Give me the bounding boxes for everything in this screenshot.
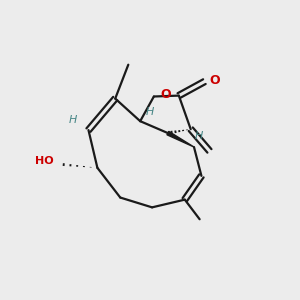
Text: H: H <box>195 131 203 141</box>
Text: O: O <box>209 74 220 87</box>
Text: H: H <box>146 107 154 117</box>
Text: HO: HO <box>35 156 53 166</box>
Text: H: H <box>68 115 77 125</box>
Polygon shape <box>167 131 194 147</box>
Text: O: O <box>160 88 171 100</box>
